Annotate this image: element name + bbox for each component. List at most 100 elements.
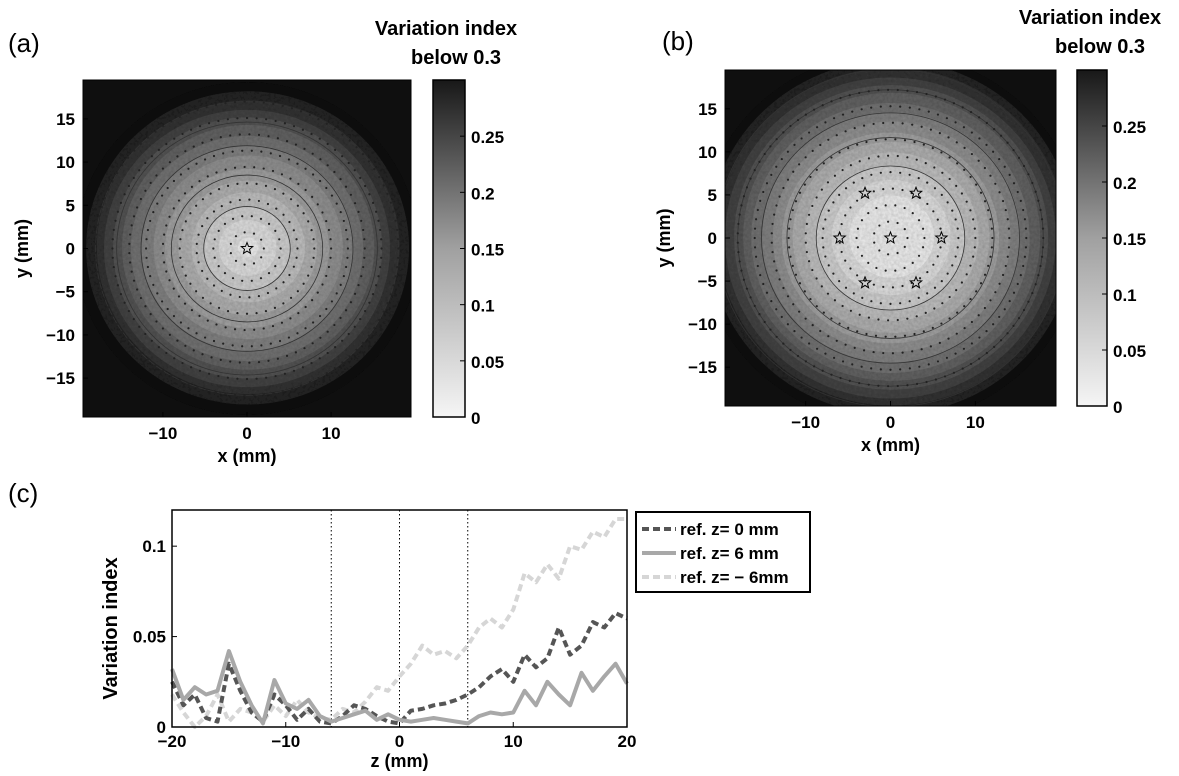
measurement-point	[123, 193, 126, 196]
measurement-point	[311, 321, 315, 324]
measurement-point	[1042, 236, 1045, 240]
measurement-point	[947, 136, 950, 139]
measurement-point	[987, 209, 990, 212]
measurement-point	[255, 117, 258, 120]
measurement-point	[238, 198, 241, 202]
measurement-point	[329, 256, 332, 259]
measurement-point	[796, 118, 800, 122]
measurement-point	[339, 316, 342, 319]
measurement-point	[144, 332, 147, 336]
measurement-point	[253, 166, 256, 169]
measurement-point	[841, 304, 844, 308]
measurement-point	[103, 197, 106, 200]
series-line-2	[170, 517, 627, 729]
measurement-point	[874, 139, 878, 142]
measurement-point	[933, 307, 936, 310]
measurement-point	[301, 128, 304, 131]
measurement-point	[1012, 149, 1015, 152]
measurement-point	[201, 296, 205, 299]
measurement-point	[375, 284, 378, 287]
measurement-point	[975, 290, 978, 293]
measurement-point	[965, 273, 968, 276]
measurement-point	[342, 274, 345, 278]
measurement-point	[753, 246, 757, 249]
heatmap-field	[83, 82, 411, 415]
measurement-point	[780, 157, 783, 161]
measurement-point	[877, 89, 880, 92]
measurement-point	[770, 173, 773, 176]
measurement-point	[287, 158, 291, 161]
measurement-point	[248, 296, 251, 299]
measurement-point	[906, 89, 909, 92]
measurement-point	[349, 193, 353, 196]
measurement-point	[294, 143, 298, 146]
measurement-point	[860, 219, 864, 222]
measurement-point	[126, 338, 130, 341]
measurement-point	[908, 300, 911, 303]
measurement-point	[992, 323, 995, 326]
contour-line	[140, 145, 354, 352]
measurement-point	[985, 143, 988, 146]
measurement-point	[373, 168, 376, 171]
measurement-point	[195, 252, 198, 255]
measurement-point	[229, 134, 232, 137]
measurement-point	[215, 323, 218, 326]
measurement-point	[195, 204, 198, 207]
measurement-point	[274, 229, 277, 232]
measurement-point	[243, 394, 246, 397]
measurement-point	[195, 162, 198, 165]
measurement-point	[234, 235, 238, 238]
measurement-point	[317, 117, 320, 121]
measurement-point	[116, 284, 119, 287]
measurement-point	[368, 193, 371, 196]
measurement-point	[853, 126, 856, 130]
measurement-point	[111, 247, 114, 250]
measurement-point	[985, 330, 988, 333]
measurement-point	[940, 193, 943, 196]
measurement-point	[307, 220, 310, 223]
measurement-point	[252, 262, 256, 265]
measurement-point	[231, 344, 234, 347]
measurement-point	[884, 269, 887, 272]
colorbar-a: 0 0.05 0.1 0.15 0.2 0.25 Variation index below …	[375, 18, 517, 428]
measurement-point	[187, 327, 190, 330]
measurement-point	[333, 323, 336, 327]
measurement-point	[934, 378, 937, 381]
measurement-point	[274, 374, 277, 378]
x-tick-label: −10	[791, 413, 820, 432]
measurement-point	[963, 327, 966, 330]
measurement-point	[948, 317, 951, 320]
measurement-point	[926, 202, 929, 206]
measurement-point	[220, 205, 223, 208]
measurement-point	[911, 212, 914, 215]
reference-point-marker	[857, 275, 872, 289]
measurement-point	[792, 170, 795, 173]
measurement-point	[926, 292, 929, 295]
measurement-point	[791, 209, 794, 212]
measurement-point	[130, 270, 133, 273]
measurement-point	[940, 280, 943, 283]
measurement-point	[95, 261, 98, 264]
measurement-point	[176, 155, 179, 158]
measurement-point	[915, 382, 919, 386]
measurement-point	[195, 242, 198, 245]
measurement-point	[754, 218, 758, 221]
measurement-point	[954, 218, 957, 221]
measurement-point	[891, 286, 895, 289]
measurement-point	[872, 350, 875, 354]
measurement-point	[334, 346, 337, 349]
measurement-point	[198, 180, 201, 183]
measurement-point	[804, 113, 807, 116]
measurement-point	[380, 256, 383, 259]
measurement-point	[972, 218, 975, 221]
measurement-point	[931, 147, 934, 150]
measurement-point	[192, 145, 195, 148]
measurement-point	[778, 195, 781, 198]
measurement-point	[940, 236, 943, 240]
measurement-point	[1004, 208, 1007, 212]
series-line-1	[170, 649, 629, 726]
measurement-point	[736, 241, 739, 244]
measurement-point	[136, 288, 139, 291]
measurement-point	[394, 219, 397, 222]
measurement-point	[969, 264, 972, 267]
